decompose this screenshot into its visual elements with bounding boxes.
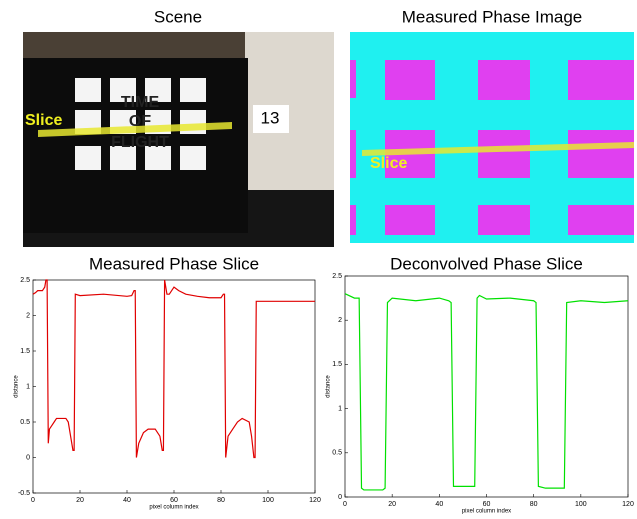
x-tick-label: 100: [262, 497, 274, 504]
y-tick-label: 2.5: [332, 273, 342, 280]
x-tick-label: 120: [309, 497, 321, 504]
y-tick-label: 2: [26, 312, 30, 319]
y-axis-label: distance: [326, 375, 332, 398]
y-tick-label: 1.5: [20, 348, 30, 355]
y-tick-label: 0.5: [20, 419, 30, 426]
y-tick-label: 0.5: [332, 450, 342, 457]
scene-card-label: 13: [261, 108, 280, 127]
y-tick-label: 1: [26, 383, 30, 390]
chart-title: Deconvolved Phase Slice: [390, 254, 583, 273]
x-tick-label: 40: [123, 497, 131, 504]
plot-frame: [344, 275, 629, 498]
x-tick-label: 60: [483, 501, 491, 508]
x-tick-label: 20: [76, 497, 84, 504]
x-tick-label: 80: [530, 501, 538, 508]
y-tick-label: 2: [338, 317, 342, 324]
x-tick-label: 80: [217, 497, 225, 504]
y-axis-label: distance: [14, 375, 20, 398]
scene-sign-text: FLIGHT: [111, 134, 169, 151]
phase-image: Slice: [350, 32, 634, 243]
chart-title: Measured Phase Slice: [89, 254, 259, 273]
x-tick-label: 100: [575, 501, 587, 508]
data-line: [344, 293, 629, 491]
y-tick-label: 0: [26, 454, 30, 461]
y-tick-label: 2.5: [20, 277, 30, 284]
image-title: Measured Phase Image: [402, 7, 583, 26]
image-title: Scene: [154, 7, 202, 26]
x-axis-label: pixel column index: [462, 509, 511, 515]
y-tick-label: 1: [338, 405, 342, 412]
x-axis-label: pixel column index: [149, 505, 198, 511]
y-tick-label: 1.5: [332, 361, 342, 368]
x-tick-label: 60: [170, 497, 178, 504]
slice-label: Slice: [370, 155, 407, 172]
x-tick-label: 0: [31, 497, 35, 504]
slice-label: Slice: [25, 112, 62, 129]
x-tick-label: 40: [435, 501, 443, 508]
x-tick-label: 0: [343, 501, 347, 508]
x-tick-label: 120: [622, 501, 634, 508]
x-tick-label: 20: [388, 501, 396, 508]
scene-image: 13 TIME OF FLIGHT Slice: [23, 32, 334, 247]
data-line: [32, 279, 315, 459]
plot-frame: [32, 279, 316, 494]
scene-sign-text: TIME: [121, 94, 160, 111]
y-tick-label: -0.5: [18, 490, 30, 497]
y-tick-label: 0: [338, 494, 342, 501]
